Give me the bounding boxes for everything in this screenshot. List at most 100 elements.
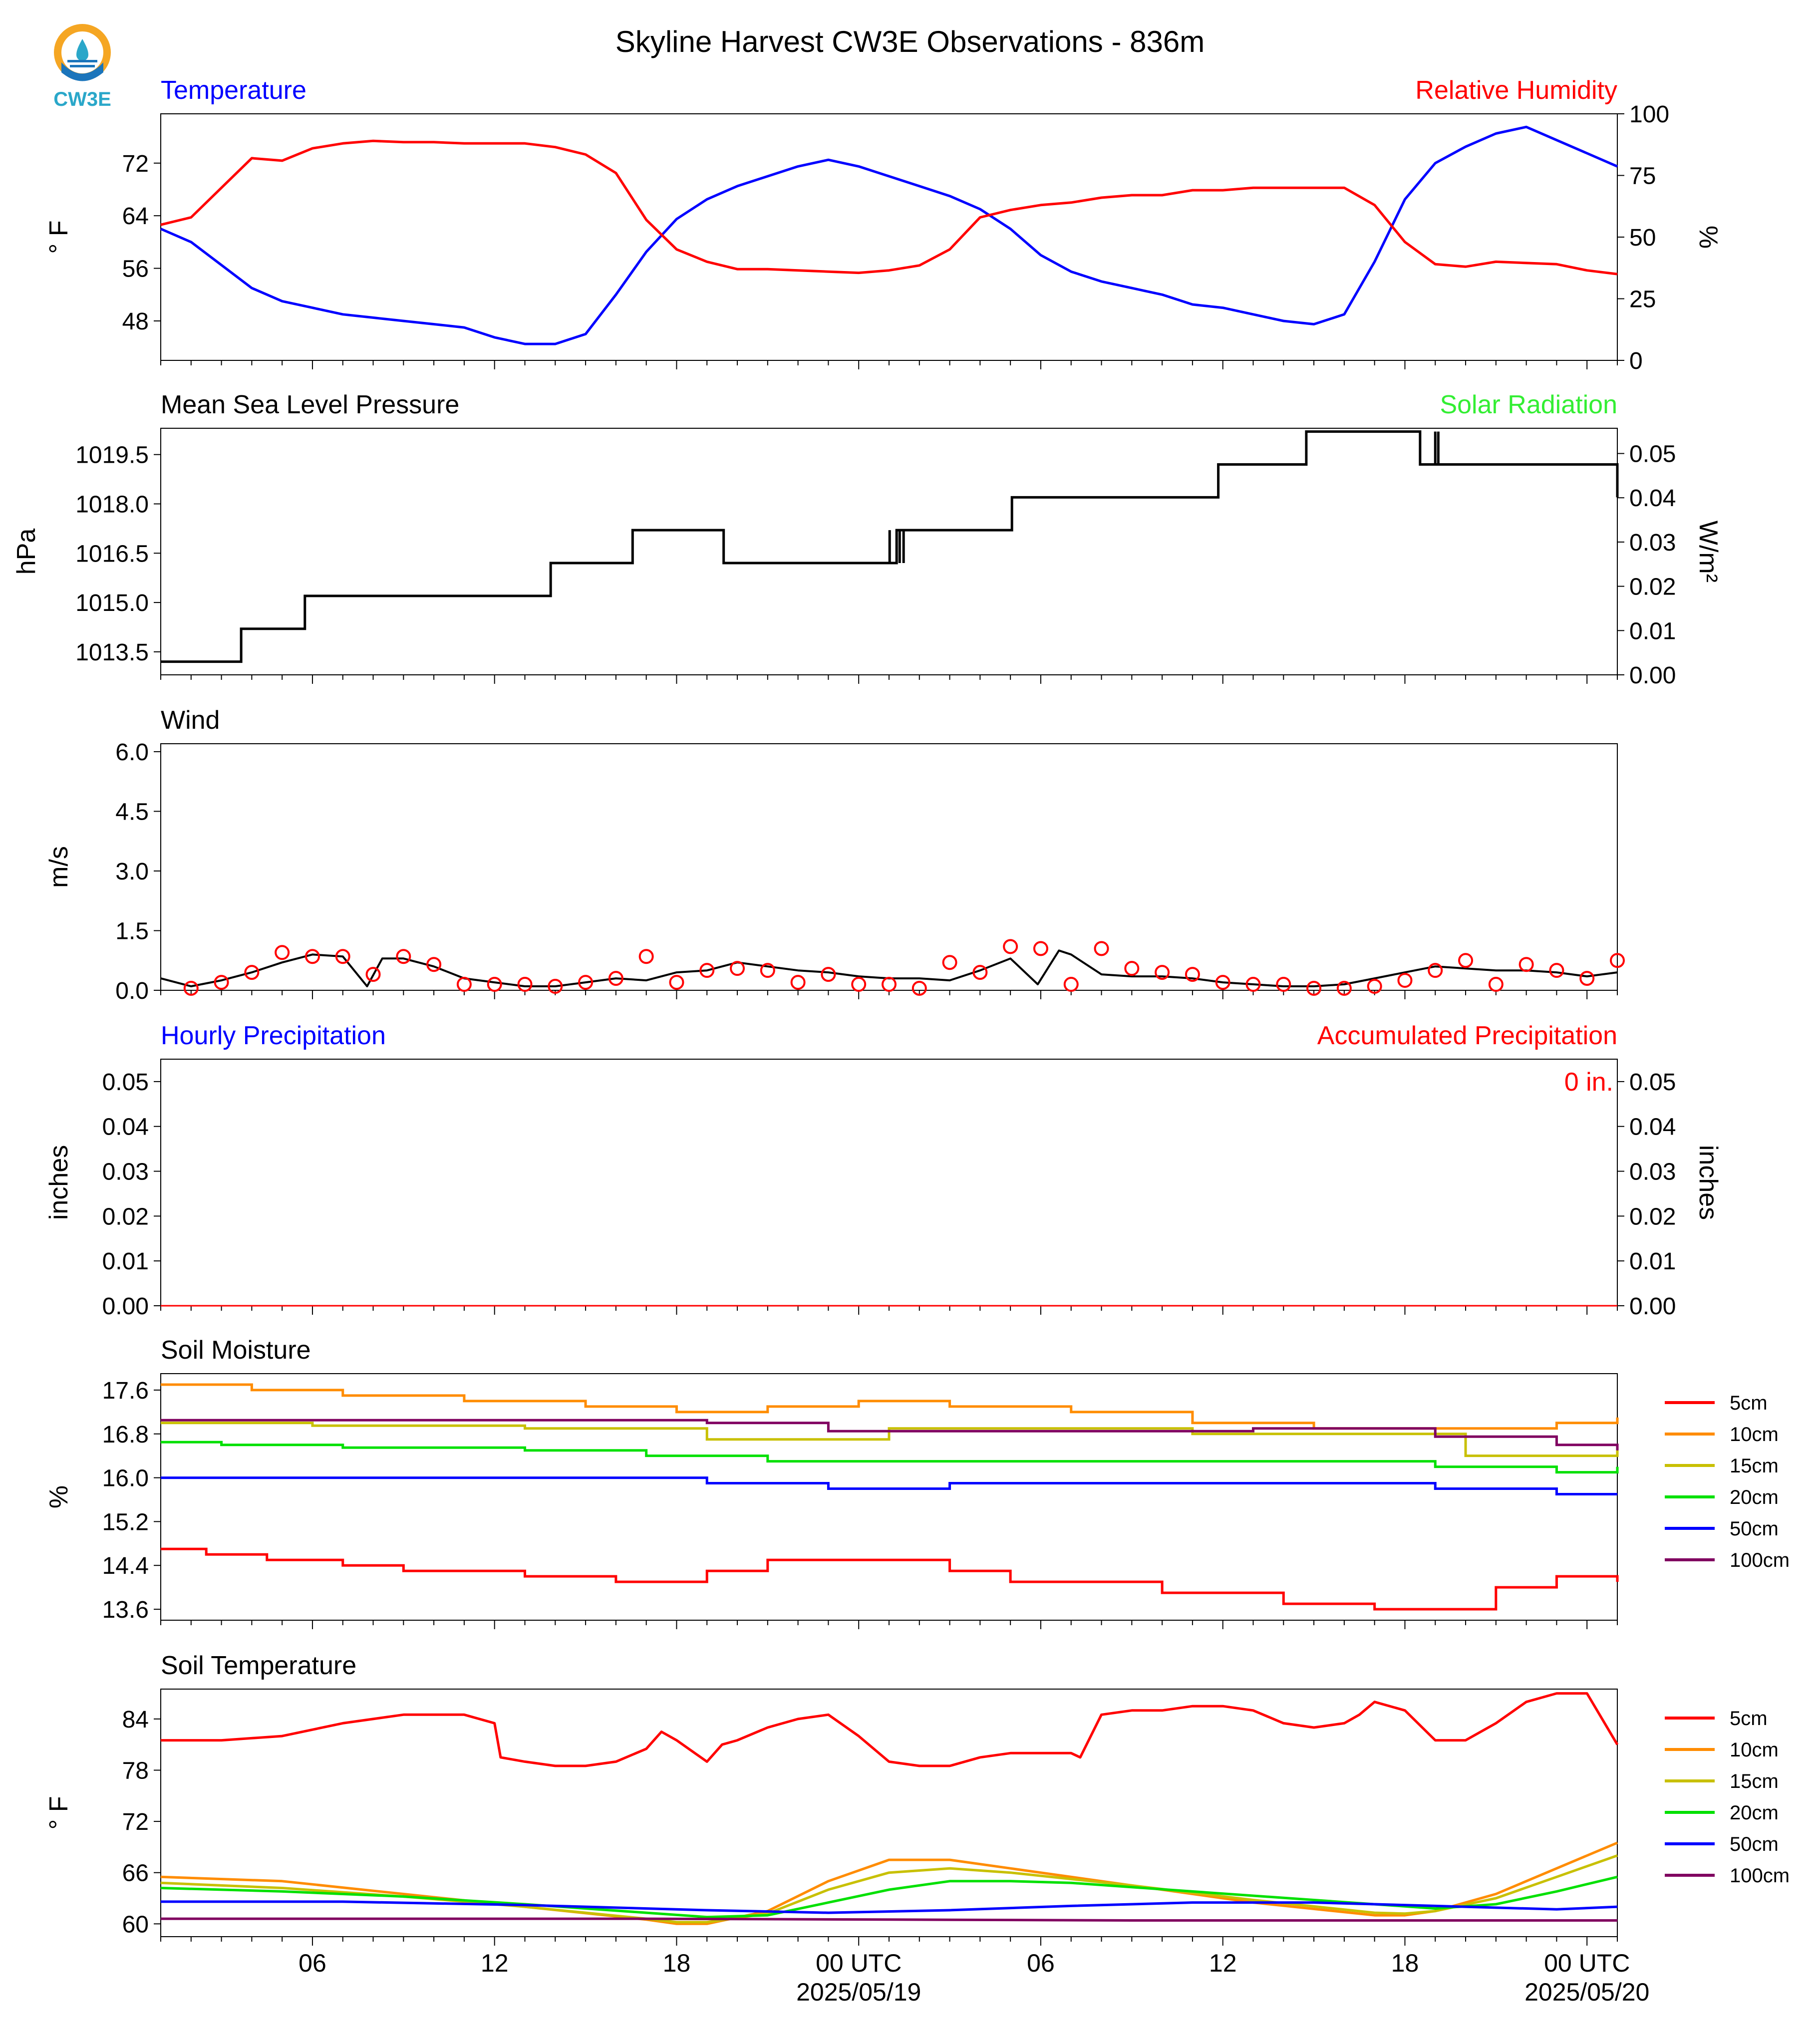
wind-gust-marker — [517, 977, 533, 992]
plot-frame — [160, 1689, 1618, 1937]
wind-gust-marker — [1488, 977, 1504, 992]
wind-gust-marker — [1367, 979, 1382, 994]
panel-title-right: Solar Radiation — [1440, 390, 1617, 419]
wind-gust-marker — [699, 963, 715, 978]
wind-gust-marker — [1458, 953, 1474, 968]
x-date-label: 2025/05/20 — [1524, 1978, 1649, 2006]
legend: 5cm 10cm 15cm 20cm 50cm 100cm — [1665, 1392, 1790, 1571]
wind-gust-marker — [1276, 977, 1291, 992]
legend-label: 15cm — [1730, 1770, 1779, 1792]
x-tick-label: 12 — [481, 1949, 509, 1977]
y-tick-label: 3.0 — [115, 859, 149, 885]
y-tick-label: 0.02 — [102, 1203, 149, 1230]
wind-gust-marker — [1579, 971, 1595, 986]
wind-gust-marker — [972, 965, 988, 980]
y-tick-label: 1018.0 — [75, 491, 149, 518]
legend-label: 10cm — [1730, 1739, 1779, 1761]
panel-title-right: Relative Humidity — [1415, 76, 1617, 105]
panels: Temperature Relative Humidity 48 56 64 72 ° F 0… — [12, 76, 1790, 2006]
panel-title-left: Hourly Precipitation — [161, 1021, 386, 1050]
legend-label: 50cm — [1730, 1833, 1779, 1855]
wind-gust-marker — [1003, 939, 1018, 954]
y-tick-label: 72 — [122, 1809, 149, 1835]
soil-moisture-line-50cm — [161, 1476, 1617, 1496]
x-tick-label: 18 — [1391, 1949, 1419, 1977]
soil-temp-line-15cm — [160, 1854, 1618, 1924]
y2-tick-label: 0.02 — [1629, 1203, 1676, 1230]
y-tick-label: 78 — [122, 1757, 149, 1784]
plot-frame — [160, 743, 1618, 991]
wind-gust-marker — [426, 957, 442, 972]
y-tick-label: 0.0 — [115, 978, 149, 1004]
legend-label: 100cm — [1730, 1549, 1790, 1571]
logo-wave — [61, 62, 103, 81]
y2-tick-label: 0.00 — [1629, 1293, 1676, 1320]
wind-gust-marker — [487, 977, 502, 992]
y2-tick-label: 100 — [1629, 101, 1669, 128]
wind-gust-marker — [304, 949, 320, 964]
y-tick-label: 4.5 — [115, 799, 149, 825]
panel-wind: Wind 0.0 1.5 3.0 4.5 6.0 m/s — [44, 706, 1625, 1004]
y2-tick-label: 0.01 — [1629, 1248, 1676, 1275]
wind-gust-marker — [1518, 957, 1534, 972]
x-tick-label: 06 — [299, 1949, 326, 1977]
wind-gust-marker — [1549, 963, 1564, 978]
y-axis-label: % — [44, 1485, 73, 1508]
y2-axis-label: % — [1694, 226, 1723, 249]
panel-precip: Hourly Precipitation Accumulated Precipit… — [44, 1021, 1723, 1320]
y2-tick-label: 0.03 — [1629, 1159, 1676, 1185]
y-tick-label: 64 — [122, 203, 149, 230]
logo-graphic: CW3E — [53, 24, 111, 110]
y-tick-label: 0.05 — [102, 1069, 149, 1096]
wind-gust-marker — [760, 963, 775, 978]
temperature-line — [160, 125, 1618, 345]
legend-label: 5cm — [1730, 1392, 1768, 1414]
y-axis-label: inches — [44, 1145, 73, 1220]
logo-drop-icon — [76, 39, 88, 61]
wind-gust-marker — [1336, 981, 1352, 996]
legend-label: 5cm — [1730, 1708, 1768, 1730]
soil-moisture-line-10cm — [161, 1383, 1619, 1430]
y-tick-label: 0.00 — [102, 1293, 149, 1320]
wind-gust-marker — [911, 981, 927, 996]
wind-gust-marker — [882, 977, 897, 992]
y-tick-label: 1019.5 — [75, 442, 149, 469]
y2-tick-label: 25 — [1629, 287, 1656, 313]
wind-gust-marker — [578, 975, 594, 990]
wind-gust-marker — [244, 965, 260, 980]
legend-label: 20cm — [1730, 1486, 1779, 1508]
y2-tick-label: 0.01 — [1629, 618, 1676, 644]
wind-gust-marker — [1397, 973, 1413, 988]
y-tick-label: 0.01 — [102, 1248, 149, 1275]
y-axis-label: ° F — [44, 220, 73, 254]
wind-gust-marker — [1033, 941, 1048, 956]
y-tick-label: 56 — [122, 256, 149, 283]
y2-axis-label: W/m² — [1694, 521, 1723, 582]
y2-tick-label: 0.04 — [1629, 1114, 1676, 1141]
panel-soil_moisture: Soil Moisture 13.6 14.4 15.2 16.0 16.8 17.6% 5c… — [44, 1336, 1790, 1629]
soil-moisture-line-20cm — [161, 1441, 1619, 1474]
y-tick-label: 72 — [122, 151, 149, 177]
wind-gust-marker — [1063, 977, 1079, 992]
y-tick-label: 1015.0 — [75, 590, 149, 616]
y2-axis-label: inches — [1694, 1145, 1723, 1220]
y-tick-label: 0.03 — [102, 1159, 149, 1185]
legend-label: 10cm — [1730, 1424, 1779, 1446]
y-tick-label: 6.0 — [115, 739, 149, 766]
y-tick-label: 13.6 — [102, 1597, 149, 1623]
y-tick-label: 0.04 — [102, 1114, 149, 1141]
y-tick-label: 17.6 — [102, 1378, 149, 1404]
wind-gust-marker — [730, 961, 745, 976]
wind-gust-marker — [335, 949, 350, 964]
y-tick-label: 14.4 — [102, 1553, 149, 1579]
y-tick-label: 1013.5 — [75, 639, 149, 666]
panel-pressure: Mean Sea Level Pressure Solar Radiation 10… — [12, 390, 1723, 689]
panel-title-left: Soil Temperature — [161, 1651, 356, 1680]
panel-title-right: Accumulated Precipitation — [1317, 1021, 1617, 1050]
wind-gust-marker — [1185, 967, 1200, 982]
plot-frame — [160, 1373, 1618, 1621]
y2-tick-label: 0.05 — [1629, 1069, 1676, 1096]
y2-tick-label: 0.02 — [1629, 574, 1676, 600]
